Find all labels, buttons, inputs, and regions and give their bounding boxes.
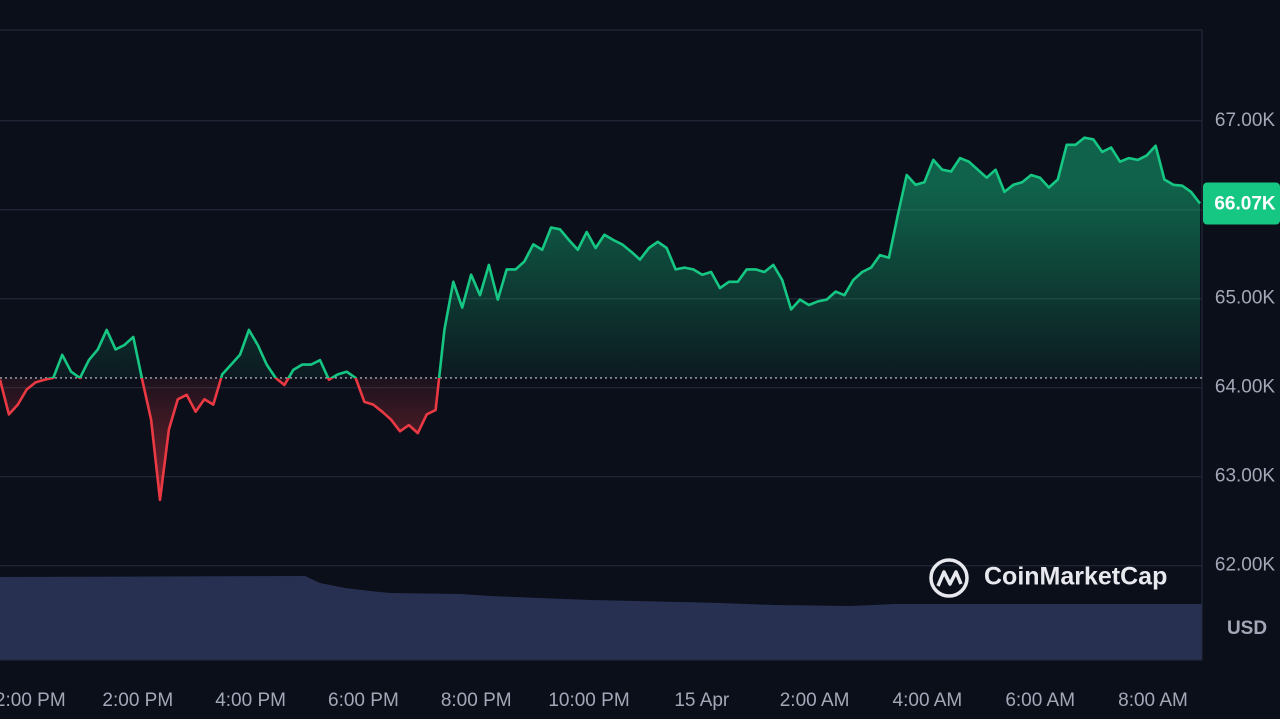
y-tick-label: 64.00K — [1215, 377, 1276, 398]
current-price-badge — [1203, 182, 1280, 225]
watermark-logo — [929, 558, 969, 598]
y-tick-label: 63.00K — [1215, 466, 1276, 487]
watermark-text: CoinMarketCap — [984, 563, 1167, 591]
axis-layer: 62.00K63.00K64.00K65.00K66.00K67.00K12:0… — [0, 110, 1280, 711]
x-tick-label: 2:00 AM — [780, 690, 850, 711]
currency-label: USD — [1227, 618, 1267, 639]
data-layer — [0, 136, 1202, 502]
watermark-logo-wave — [936, 570, 963, 587]
price-line — [0, 136, 1202, 502]
x-tick-label: 6:00 PM — [328, 690, 399, 711]
x-tick-label: 15 Apr — [674, 690, 730, 711]
x-tick-label: 10:00 PM — [548, 690, 629, 711]
y-tick-label: 65.00K — [1215, 288, 1276, 309]
x-tick-label: 8:00 AM — [1118, 690, 1188, 711]
x-tick-label: 4:00 AM — [893, 690, 963, 711]
x-tick-label: 2:00 PM — [102, 690, 173, 711]
y-tick-label: 62.00K — [1215, 555, 1276, 576]
watermark: CoinMarketCap — [929, 558, 1167, 598]
x-tick-label: 6:00 AM — [1005, 690, 1075, 711]
y-tick-label: 67.00K — [1215, 110, 1276, 131]
x-tick-label: 12:00 PM — [0, 690, 66, 711]
volume-area — [0, 576, 1202, 660]
current-price-label: 66.07K — [1214, 194, 1276, 215]
price-area — [0, 137, 1200, 500]
x-tick-label: 4:00 PM — [215, 690, 286, 711]
x-tick-label: 8:00 PM — [441, 690, 512, 711]
